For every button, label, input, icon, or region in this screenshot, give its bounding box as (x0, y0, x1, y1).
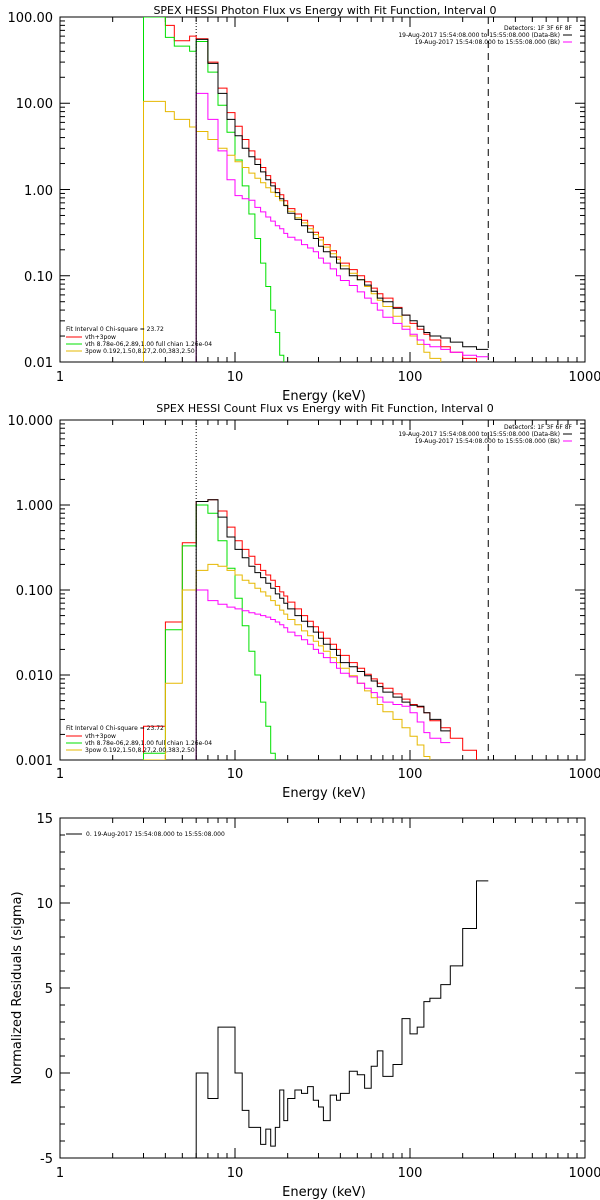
legend-powerlaw-fit: 3pow 0.192,1.50,8.27,2.00,383,2.50 (85, 747, 195, 754)
y-tick-label: 10.000 (8, 414, 54, 429)
data-series-line (195, 499, 451, 760)
x-tick-label: 100 (398, 370, 423, 385)
y-tick-label: 5 (45, 982, 53, 997)
residuals-y-axis-label: Normalized Residuals (sigma) (10, 891, 25, 1084)
x-tick-label: 100 (398, 1166, 423, 1181)
photon-flux-vertical-lines (195, 17, 489, 362)
interval-bk-legend: 19-Aug-2017 15:54:08.000 to 15:55:08.000… (415, 438, 560, 445)
powerlaw-series-line (143, 100, 442, 362)
photon-flux-tick-marks (59, 17, 585, 363)
background-series-line (195, 92, 489, 362)
fit-chi-square-label: Fit Interval 0 Chi-square = 23.72 (66, 725, 164, 732)
x-tick-label: 1 (56, 1166, 64, 1181)
x-tick-label: 1000 (568, 767, 600, 782)
count-flux-plot-frame (59, 419, 586, 761)
y-tick-label: 0.01 (24, 356, 53, 371)
interval-data-legend: 19-Aug-2017 15:54:08.000 to 15:55:08.000… (398, 431, 560, 438)
legend-powerlaw-fit: 3pow 0.192,1.50,8.27,2.00,383,2.50 (85, 348, 195, 355)
x-tick-label: 1000 (568, 370, 600, 385)
legend-total-fit: vth+3pow (85, 733, 116, 740)
total-series-line (143, 17, 477, 362)
residuals-series-group (195, 880, 489, 1158)
y-tick-label: 0 (45, 1067, 53, 1082)
photon-flux-panel: SPEX HESSI Photon Flux vs Energy with Fi… (8, 4, 600, 404)
thermal-series-line (143, 17, 285, 362)
legend-thermal-fit: vth 8.78e-06,2.89,1.00 full chian 1.26e-… (85, 341, 212, 348)
residuals-legend-entry: 0. 19-Aug-2017 15:54:08.000 to 15:55:08.… (86, 831, 225, 838)
interval-bk-legend: 19-Aug-2017 15:54:08.000 to 15:55:08.000… (415, 39, 560, 46)
y-tick-label: 0.010 (16, 669, 53, 684)
x-tick-label: 1 (56, 370, 64, 385)
powerlaw-series-line (143, 563, 431, 760)
y-tick-label: 0.100 (16, 584, 53, 599)
residuals-tick-marks (59, 817, 585, 1159)
y-tick-label: 0.001 (16, 754, 53, 769)
residuals-panel: 1 10 100 1000 15 10 5 0 -5 Energy (keV) … (10, 812, 600, 1200)
photon-flux-title: SPEX HESSI Photon Flux vs Energy with Fi… (153, 4, 496, 17)
y-tick-label: 10 (36, 897, 53, 912)
count-flux-tick-marks (59, 420, 585, 761)
count-flux-vertical-lines (195, 420, 489, 760)
data-series-line (195, 880, 489, 1158)
detectors-label: Detectors: 1F 3F 6F 8F (504, 25, 573, 32)
x-tick-label: 10 (227, 370, 244, 385)
y-tick-label: 100.00 (8, 11, 54, 26)
photon-flux-series-group (143, 17, 489, 362)
x-tick-label: 1000 (568, 1166, 600, 1181)
y-tick-label: 15 (36, 812, 53, 827)
residuals-x-axis-label: Energy (keV) (282, 1185, 366, 1200)
x-tick-label: 1 (56, 767, 64, 782)
fit-chi-square-label: Fit Interval 0 Chi-square = 23.72 (66, 326, 164, 333)
x-tick-label: 10 (227, 767, 244, 782)
legend-total-fit: vth+3pow (85, 334, 116, 341)
y-tick-label: -5 (40, 1152, 53, 1167)
x-tick-label: 100 (398, 767, 423, 782)
count-flux-panel: SPEX HESSI Count Flux vs Energy with Fit… (8, 402, 600, 801)
y-tick-label: 0.10 (24, 270, 53, 285)
photon-flux-plot-frame (59, 16, 586, 363)
detectors-label: Detectors: 1F 3F 6F 8F (504, 424, 573, 431)
legend-thermal-fit: vth 8.78e-06,2.89,1.00 full chian 1.26e-… (85, 740, 212, 747)
count-flux-title: SPEX HESSI Count Flux vs Energy with Fit… (156, 402, 493, 415)
y-tick-label: 10.00 (16, 97, 53, 112)
y-tick-label: 1.000 (16, 499, 53, 514)
count-flux-x-axis-label: Energy (keV) (282, 786, 366, 801)
x-tick-label: 10 (227, 1166, 244, 1181)
count-flux-series-group (143, 499, 477, 760)
y-tick-label: 1.00 (24, 184, 53, 199)
photon-flux-x-axis-label: Energy (keV) (282, 389, 366, 404)
background-series-line (195, 589, 451, 760)
thermal-series-line (143, 504, 276, 760)
interval-data-legend: 19-Aug-2017 15:54:08.000 to 15:55:08.000… (398, 32, 560, 39)
data-series-line (195, 38, 489, 362)
